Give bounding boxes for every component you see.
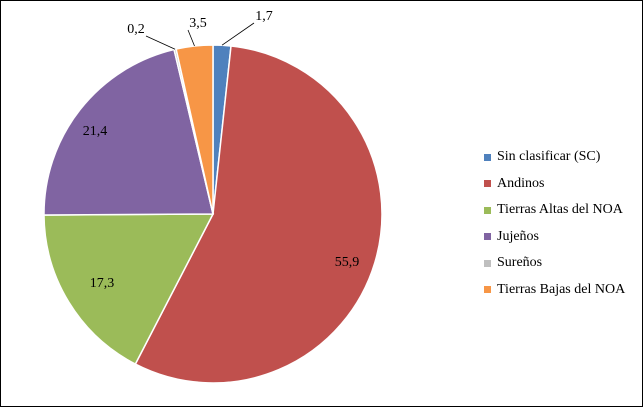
pie-slice-andinos bbox=[134, 45, 383, 384]
legend-swatch bbox=[484, 259, 491, 267]
data-label-tierras-bajas: 3,5 bbox=[189, 16, 207, 31]
legend-item-jujenos: Jujeños bbox=[484, 224, 643, 251]
leader-lines bbox=[145, 22, 255, 50]
legend: Sin clasificar (SC) Andinos Tierras Alta… bbox=[484, 144, 643, 303]
pie-slices bbox=[43, 44, 383, 384]
pie-slice-jujenos bbox=[43, 48, 214, 216]
legend-label: Sureños bbox=[497, 255, 543, 271]
legend-swatch bbox=[484, 153, 491, 161]
pie-slice-tierras-altas bbox=[43, 213, 215, 366]
pie-slice-tierras-bajas bbox=[175, 44, 214, 215]
leader-line-surenos bbox=[145, 35, 176, 50]
data-label-tierras-altas: 17,3 bbox=[90, 276, 115, 291]
legend-item-tierras-bajas: Tierras Bajas del NOA bbox=[484, 277, 643, 304]
legend-item-andinos: Andinos bbox=[484, 171, 643, 198]
legend-label: Jujeños bbox=[497, 228, 539, 244]
legend-label: Sin clasificar (SC) bbox=[497, 149, 601, 165]
data-label-surenos: 0,2 bbox=[127, 22, 145, 37]
leader-line-sin-clasificar bbox=[221, 22, 255, 46]
legend-label: Tierras Altas del NOA bbox=[497, 202, 623, 218]
legend-swatch bbox=[484, 180, 491, 188]
data-label-andinos: 55,9 bbox=[335, 255, 360, 270]
leader-line-tierras-bajas bbox=[187, 29, 195, 47]
data-label-sin-clasificar: 1,7 bbox=[255, 9, 273, 24]
legend-item-surenos: Sureños bbox=[484, 250, 643, 277]
legend-label: Andinos bbox=[497, 175, 545, 191]
legend-swatch bbox=[484, 286, 491, 294]
data-label-jujenos: 21,4 bbox=[83, 124, 108, 139]
legend-swatch bbox=[484, 233, 491, 241]
legend-item-tierras-altas: Tierras Altas del NOA bbox=[484, 197, 643, 224]
legend-swatch bbox=[484, 206, 491, 214]
data-labels: 1,7 55,9 17,3 21,4 0,2 3,5 bbox=[83, 9, 360, 291]
legend-label: Tierras Bajas del NOA bbox=[497, 281, 626, 297]
legend-item-sin-clasificar: Sin clasificar (SC) bbox=[484, 144, 643, 171]
